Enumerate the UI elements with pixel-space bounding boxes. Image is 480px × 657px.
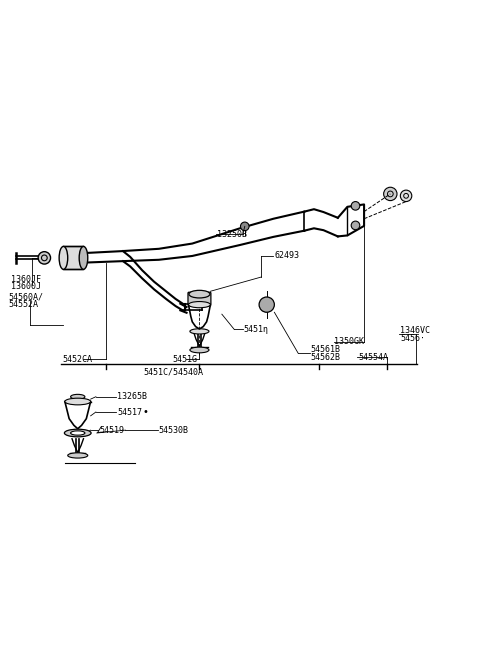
Ellipse shape [71, 394, 85, 399]
Text: 54530B: 54530B [159, 426, 189, 435]
Text: 13600J: 13600J [11, 283, 41, 292]
Text: 62493: 62493 [275, 252, 300, 260]
Text: 54519: 54519 [99, 426, 124, 435]
Circle shape [351, 221, 360, 230]
Ellipse shape [64, 429, 91, 437]
Text: 54554A: 54554A [359, 353, 388, 361]
FancyBboxPatch shape [188, 292, 211, 305]
Text: 54560A/: 54560A/ [9, 293, 44, 302]
Text: 54552A: 54552A [9, 300, 38, 309]
Text: 5451C/54540A: 5451C/54540A [143, 368, 203, 377]
Text: 5452CA: 5452CA [62, 355, 92, 363]
Text: 54517: 54517 [117, 407, 143, 417]
Ellipse shape [189, 290, 210, 298]
Ellipse shape [59, 246, 68, 269]
Ellipse shape [190, 328, 209, 334]
Circle shape [400, 190, 412, 202]
Ellipse shape [68, 453, 88, 458]
Circle shape [240, 222, 249, 231]
Text: 5451G: 5451G [172, 355, 197, 363]
Text: 5451η: 5451η [244, 325, 269, 334]
Text: 13250B: 13250B [217, 229, 247, 238]
Circle shape [384, 187, 397, 200]
Text: 54561B: 54561B [311, 345, 341, 354]
Text: 1360JF: 1360JF [11, 275, 41, 284]
Ellipse shape [189, 302, 210, 307]
Ellipse shape [65, 398, 91, 405]
Ellipse shape [190, 347, 209, 353]
Ellipse shape [71, 431, 85, 435]
Text: 13265B: 13265B [117, 392, 147, 401]
Text: 1346VC: 1346VC [400, 326, 431, 335]
Ellipse shape [79, 246, 88, 269]
Text: 54562B: 54562B [311, 353, 341, 361]
Circle shape [351, 202, 360, 210]
Circle shape [259, 297, 275, 312]
Text: 1350GK: 1350GK [335, 337, 364, 346]
Text: 5456·: 5456· [400, 334, 425, 342]
Bar [63, 246, 84, 269]
Circle shape [38, 252, 50, 264]
Text: •: • [142, 407, 148, 417]
